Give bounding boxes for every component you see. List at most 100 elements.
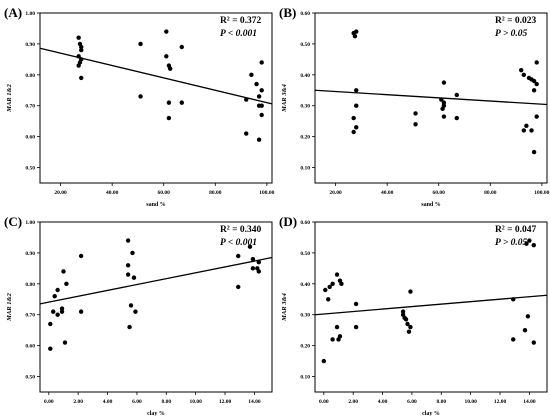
data-point [534, 60, 539, 65]
data-point [326, 297, 331, 302]
data-point [244, 97, 249, 102]
x-axis-label: sand % [421, 202, 441, 208]
r-squared-label: R² = 0.340 [220, 225, 261, 235]
y-tick-label: 0.10 [300, 166, 310, 172]
data-point [321, 358, 327, 364]
data-point [59, 309, 65, 314]
panel-label: (B) [279, 5, 296, 20]
data-point [125, 263, 131, 268]
data-point [441, 80, 447, 85]
data-point [250, 266, 256, 271]
data-point [179, 100, 184, 105]
data-point [353, 324, 359, 330]
p-value-label: P < 0.001 [220, 29, 257, 39]
data-point [406, 329, 412, 334]
panel-label: (C) [4, 214, 22, 229]
y-tick-label: 0.50 [300, 42, 310, 48]
data-point [256, 94, 262, 99]
data-point [166, 100, 172, 105]
data-point [519, 67, 524, 73]
data-point [250, 256, 256, 262]
data-point [529, 128, 534, 133]
x-tick-label: 8.00 [161, 399, 171, 405]
regression-line [314, 89, 548, 106]
x-tick-label: 60.00 [158, 190, 171, 196]
r-squared-label: R² = 0.023 [495, 16, 536, 26]
panel-4: (D) 0.10 0.20 0.30 0.40 0.50 0.60 0.00 2.00 4.00 6… [279, 214, 548, 416]
y-tick-label: 0.90 [25, 42, 35, 48]
panel-label: (D) [279, 214, 297, 229]
x-axis-label: clay % [422, 411, 440, 416]
panel-2: (B) 0.10 0.20 0.30 0.40 0.50 0.60 20.00 40.00 60.… [279, 5, 550, 208]
y-tick-label: 0.40 [300, 282, 310, 288]
p-value-label: P > 0.05 [495, 238, 527, 248]
x-tick-label: 0.00 [44, 399, 54, 405]
y-tick-label: 0.60 [25, 135, 35, 141]
data-point [127, 324, 132, 330]
data-point [354, 29, 359, 34]
data-point [133, 309, 138, 314]
y-tick-label: 0.60 [300, 220, 310, 226]
x-tick-label: 4.00 [378, 399, 388, 405]
data-point [76, 63, 81, 68]
data-point [78, 309, 84, 314]
data-point [511, 337, 516, 342]
x-tick-label: 14.00 [523, 399, 536, 405]
y-tick-label: 1.00 [25, 11, 35, 17]
data-point [413, 111, 418, 116]
data-point [256, 259, 261, 265]
data-point [128, 303, 134, 308]
data-point [59, 306, 65, 311]
x-tick-label: 100.00 [259, 190, 274, 196]
plot-frame [39, 221, 273, 393]
regression-line [39, 256, 273, 305]
data-point [353, 301, 359, 307]
data-point [52, 293, 57, 299]
y-tick-label: 0.50 [25, 166, 35, 172]
x-axis-label: sand % [146, 202, 166, 208]
data-point [256, 137, 262, 142]
x-tick-label: 20.00 [329, 190, 342, 196]
data-point [403, 317, 409, 322]
y-tick-label: 0.50 [300, 251, 310, 257]
x-tick-label: 40.00 [381, 190, 394, 196]
y-tick-label: 0.70 [25, 313, 35, 319]
data-point [76, 54, 81, 59]
data-point [441, 114, 447, 119]
data-point [408, 289, 413, 294]
data-point [330, 281, 335, 287]
data-point [521, 128, 526, 133]
data-point [79, 44, 84, 50]
data-point [166, 115, 172, 121]
data-point [522, 327, 528, 333]
data-point [531, 78, 537, 84]
y-tick-label: 0.60 [25, 344, 35, 350]
data-point [51, 309, 56, 314]
data-point [454, 92, 459, 98]
data-point [179, 44, 184, 50]
data-point [236, 284, 241, 290]
data-point [354, 103, 359, 108]
data-point [405, 321, 410, 327]
data-point [62, 340, 68, 345]
data-point [440, 106, 445, 112]
x-tick-label: 2.00 [73, 399, 83, 405]
data-point [334, 272, 340, 277]
plot-frame [39, 12, 273, 184]
data-point [249, 72, 254, 78]
y-tick-label: 0.60 [300, 11, 310, 17]
data-point [330, 337, 335, 342]
data-point [521, 72, 526, 78]
panel-label: (A) [4, 5, 22, 20]
data-point [76, 35, 81, 40]
data-point [531, 149, 537, 155]
data-point [527, 238, 532, 243]
data-point [167, 66, 173, 71]
y-tick-label: 0.10 [300, 375, 310, 381]
data-point [400, 309, 406, 314]
data-point [259, 60, 264, 65]
data-point [138, 94, 143, 99]
data-point [259, 88, 264, 93]
data-point [354, 125, 359, 130]
